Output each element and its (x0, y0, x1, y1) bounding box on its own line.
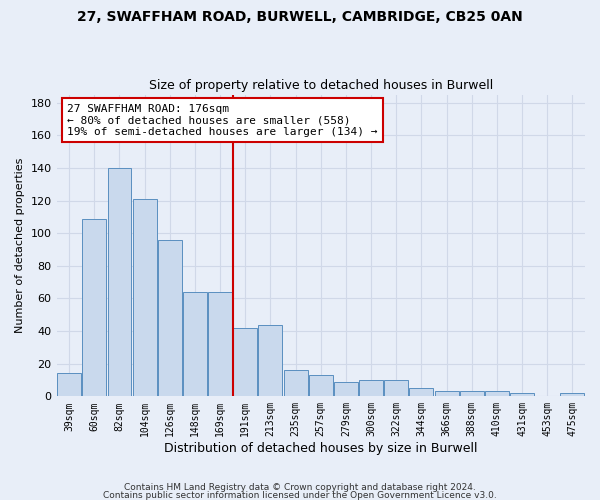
Text: 27 SWAFFHAM ROAD: 176sqm
← 80% of detached houses are smaller (558)
19% of semi-: 27 SWAFFHAM ROAD: 176sqm ← 80% of detach… (67, 104, 377, 137)
Bar (460, 392, 484, 396)
Bar (158, 240, 182, 396)
Y-axis label: Number of detached properties: Number of detached properties (15, 158, 25, 333)
Bar (560, 393, 584, 396)
Bar (434, 392, 458, 396)
Bar (107, 168, 131, 396)
Bar (334, 382, 358, 396)
Bar (133, 199, 157, 396)
Bar (309, 375, 333, 396)
Bar (233, 328, 257, 396)
X-axis label: Distribution of detached houses by size in Burwell: Distribution of detached houses by size … (164, 442, 478, 455)
Bar (208, 292, 232, 397)
Bar (284, 370, 308, 396)
Bar (57, 374, 81, 396)
Bar (385, 380, 408, 396)
Bar (510, 393, 534, 396)
Bar (183, 292, 207, 397)
Bar (259, 324, 283, 396)
Bar (359, 380, 383, 396)
Text: Contains public sector information licensed under the Open Government Licence v3: Contains public sector information licen… (103, 491, 497, 500)
Bar (409, 388, 433, 396)
Text: 27, SWAFFHAM ROAD, BURWELL, CAMBRIDGE, CB25 0AN: 27, SWAFFHAM ROAD, BURWELL, CAMBRIDGE, C… (77, 10, 523, 24)
Bar (485, 392, 509, 396)
Title: Size of property relative to detached houses in Burwell: Size of property relative to detached ho… (149, 79, 493, 92)
Bar (82, 218, 106, 396)
Text: Contains HM Land Registry data © Crown copyright and database right 2024.: Contains HM Land Registry data © Crown c… (124, 484, 476, 492)
